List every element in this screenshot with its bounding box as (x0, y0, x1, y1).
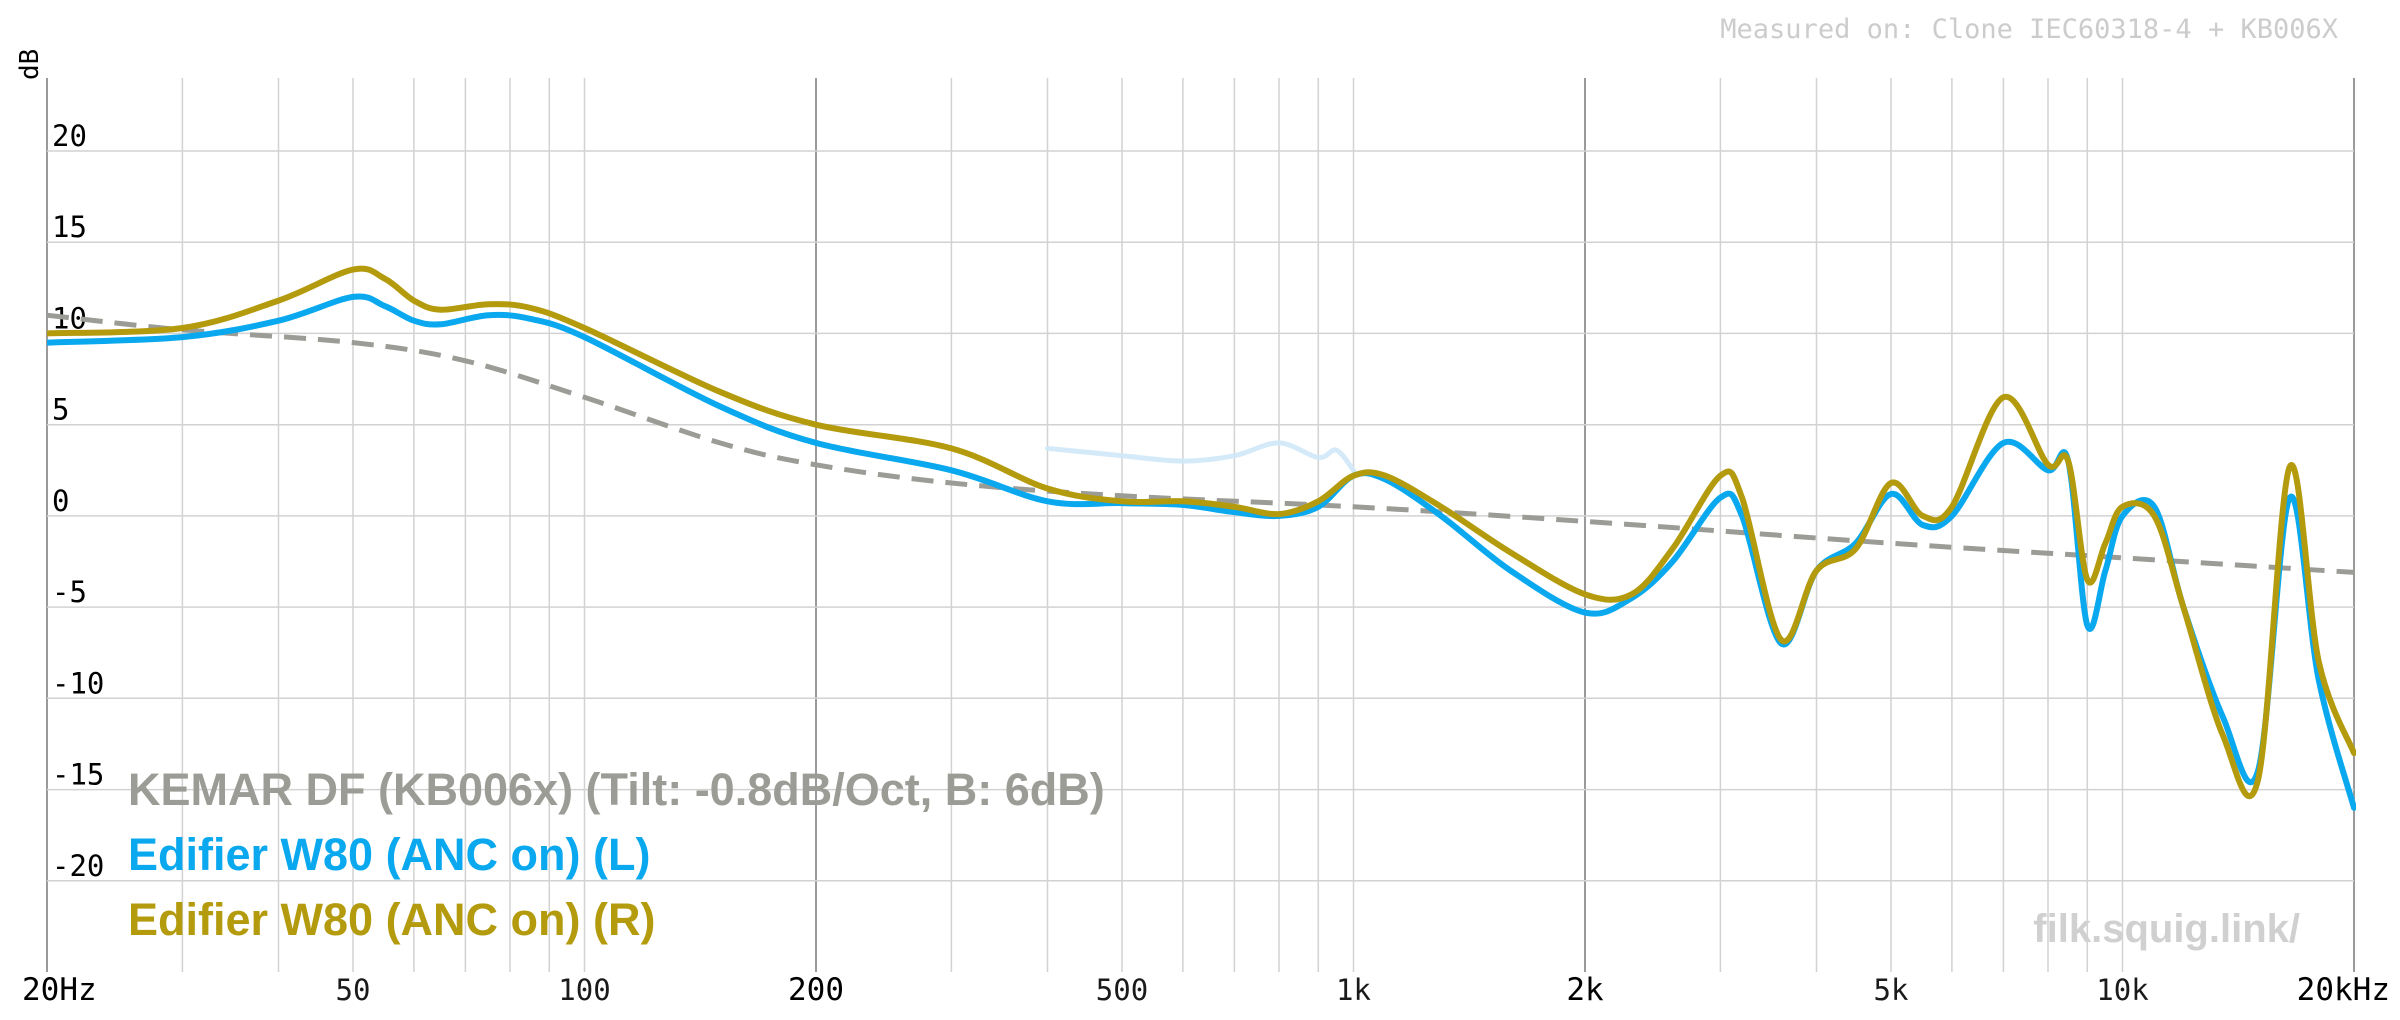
x-tick-label: 50 (336, 973, 371, 1007)
y-tick-label: -5 (52, 575, 87, 609)
legend: KEMAR DF (KB006x) (Tilt: -0.8dB/Oct, B: … (128, 764, 1105, 945)
legend-target[interactable]: KEMAR DF (KB006x) (Tilt: -0.8dB/Oct, B: … (128, 764, 1105, 815)
right-channel-line[interactable] (47, 265, 2356, 800)
y-tick-label: -10 (52, 666, 104, 700)
plot-area[interactable] (47, 265, 2356, 811)
y-tick-label: 20 (52, 119, 87, 153)
legend-left[interactable]: Edifier W80 (ANC on) (L) (128, 829, 650, 880)
watermark: filk.squig.link/ (2033, 907, 2300, 951)
x-tick-label: 1k (1336, 973, 1371, 1007)
y-tick-label: -20 (52, 849, 104, 883)
x-tick-label: 100 (558, 973, 610, 1007)
x-tick-label: 500 (1096, 973, 1148, 1007)
legend-right[interactable]: Edifier W80 (ANC on) (R) (128, 894, 655, 945)
target-curve-line[interactable] (47, 312, 2355, 575)
y-tick-label: 15 (52, 210, 87, 244)
y-tick-label: -15 (52, 758, 104, 792)
x-tick-label: 20Hz (22, 972, 97, 1008)
x-tick-label: 5k (1874, 973, 1909, 1007)
y-tick-label: 5 (52, 393, 69, 427)
left-channel-line[interactable] (47, 293, 2356, 811)
x-tick-label: 200 (788, 972, 844, 1008)
grid-lines (46, 78, 2355, 972)
x-tick-label: 10k (2096, 973, 2149, 1007)
measured-on-label: Measured on: Clone IEC60318-4 + KB006X (1720, 14, 2338, 45)
y-axis-label: dB (15, 49, 45, 80)
x-tick-label: 20kHz (2297, 972, 2390, 1008)
x-tick-label: 2k (1566, 972, 1604, 1008)
ghost-trace (1045, 440, 1356, 473)
y-tick-label: 0 (52, 484, 69, 518)
